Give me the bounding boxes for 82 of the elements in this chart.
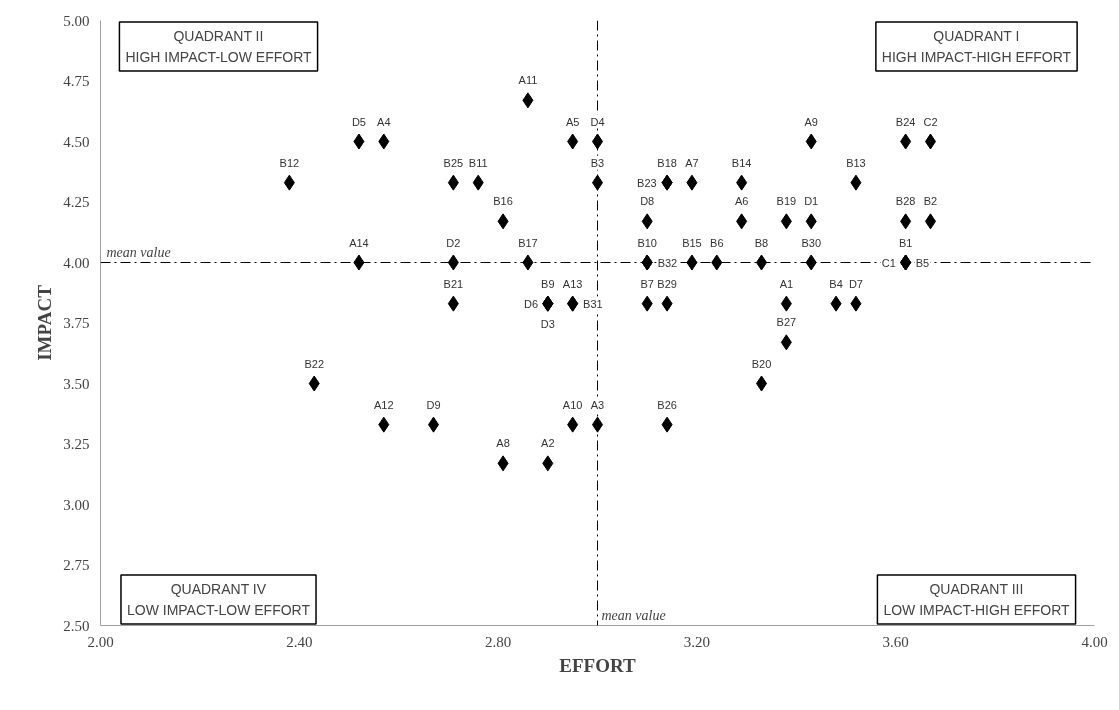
annotation: QUADRANT II HIGH IMPACT-LOW EFFORT <box>125 28 313 65</box>
annotation: A10 <box>562 398 583 411</box>
annotation: A6 <box>734 195 749 208</box>
annotation: D2 <box>446 236 461 249</box>
annotation: B4 <box>829 277 843 290</box>
y-tick-label: 3.25 <box>63 436 90 452</box>
annotation: B14 <box>731 156 752 169</box>
annotation: A12 <box>374 398 394 411</box>
annotation: B6 <box>710 236 724 249</box>
annotation: B18 <box>657 156 677 169</box>
annotation: B32 <box>657 256 678 269</box>
annotation: B3 <box>590 156 605 169</box>
annotation: B5 <box>915 256 930 269</box>
annotation: A5 <box>565 115 580 128</box>
x-axis-title: EFFORT <box>559 654 637 676</box>
annotation: QUADRANT IV LOW IMPACT-LOW EFFORT <box>126 581 311 618</box>
annotation: B28 <box>895 195 916 208</box>
annotation: D4 <box>590 115 605 128</box>
annotation: C1 <box>881 256 896 269</box>
annotation: B16 <box>493 195 513 208</box>
annotation: B29 <box>657 277 677 290</box>
annotation: D3 <box>540 317 555 330</box>
annotation: B20 <box>751 357 772 370</box>
annotation: B30 <box>801 236 821 249</box>
annotation: A13 <box>562 277 583 290</box>
annotation: B10 <box>637 236 657 249</box>
annotation: B31 <box>583 297 603 310</box>
annotation: B9 <box>541 277 555 290</box>
annotation: D9 <box>426 398 441 411</box>
annotation: B2 <box>923 195 938 208</box>
y-tick-label: 3.75 <box>63 315 90 331</box>
annotation: C2 <box>923 115 938 128</box>
x-tick-label: 4.00 <box>1081 633 1108 650</box>
annotation: B24 <box>895 115 916 128</box>
y-tick-label: 5.00 <box>63 12 90 29</box>
annotation: B19 <box>776 195 797 208</box>
annotation: D6 <box>523 297 539 310</box>
annotation: B17 <box>518 236 538 249</box>
x-tick-label: 3.20 <box>683 633 711 650</box>
annotation: A7 <box>685 156 699 169</box>
annotation: A4 <box>377 115 391 128</box>
annotation: A14 <box>349 236 369 249</box>
ref-line-label: mean value <box>106 244 171 260</box>
annotation: B7 <box>640 277 654 290</box>
annotation: D5 <box>351 115 366 128</box>
annotation: B22 <box>304 357 324 370</box>
annotation: A9 <box>804 115 818 128</box>
annotation: B8 <box>754 236 769 249</box>
x-tick-label: 2.40 <box>286 633 313 650</box>
annotation: B13 <box>846 156 866 169</box>
annotation: B1 <box>898 236 913 249</box>
x-tick-label: 2.80 <box>484 633 512 650</box>
annotation: B11 <box>468 156 488 169</box>
y-axis-title: IMPACT <box>34 284 56 361</box>
annotation: A3 <box>590 398 605 411</box>
annotation: B15 <box>682 236 702 249</box>
x-tick-label: 2.00 <box>87 633 114 650</box>
y-tick-label: 4.50 <box>63 133 90 150</box>
annotation: A1 <box>779 277 794 290</box>
annotation: B23 <box>637 176 657 189</box>
y-tick-label: 3.00 <box>63 496 90 513</box>
x-tick-label: 3.60 <box>882 633 909 650</box>
annotation: D7 <box>848 277 863 290</box>
annotation: A11 <box>518 74 538 87</box>
annotation: D8 <box>640 195 655 208</box>
annotation: B25 <box>443 156 464 169</box>
annotation: B26 <box>657 398 677 411</box>
y-tick-label: 4.00 <box>63 254 90 271</box>
annotation: QUADRANT III LOW IMPACT-HIGH EFFORT <box>883 581 1071 618</box>
y-tick-label: 3.50 <box>63 375 90 392</box>
y-tick-label: 2.50 <box>63 617 90 634</box>
ref-line-label: mean value <box>601 607 666 623</box>
annotation: D1 <box>804 195 819 208</box>
y-tick-label: 2.75 <box>63 557 90 573</box>
annotation: A8 <box>496 437 510 450</box>
annotation: QUADRANT I HIGH IMPACT-HIGH EFFORT <box>881 28 1072 65</box>
annotation: B21 <box>443 277 464 290</box>
y-tick-label: 4.75 <box>63 73 90 89</box>
annotation: B27 <box>776 316 797 329</box>
y-tick-label: 4.25 <box>63 194 90 210</box>
annotation: A2 <box>541 437 555 450</box>
annotation: B12 <box>279 156 300 169</box>
